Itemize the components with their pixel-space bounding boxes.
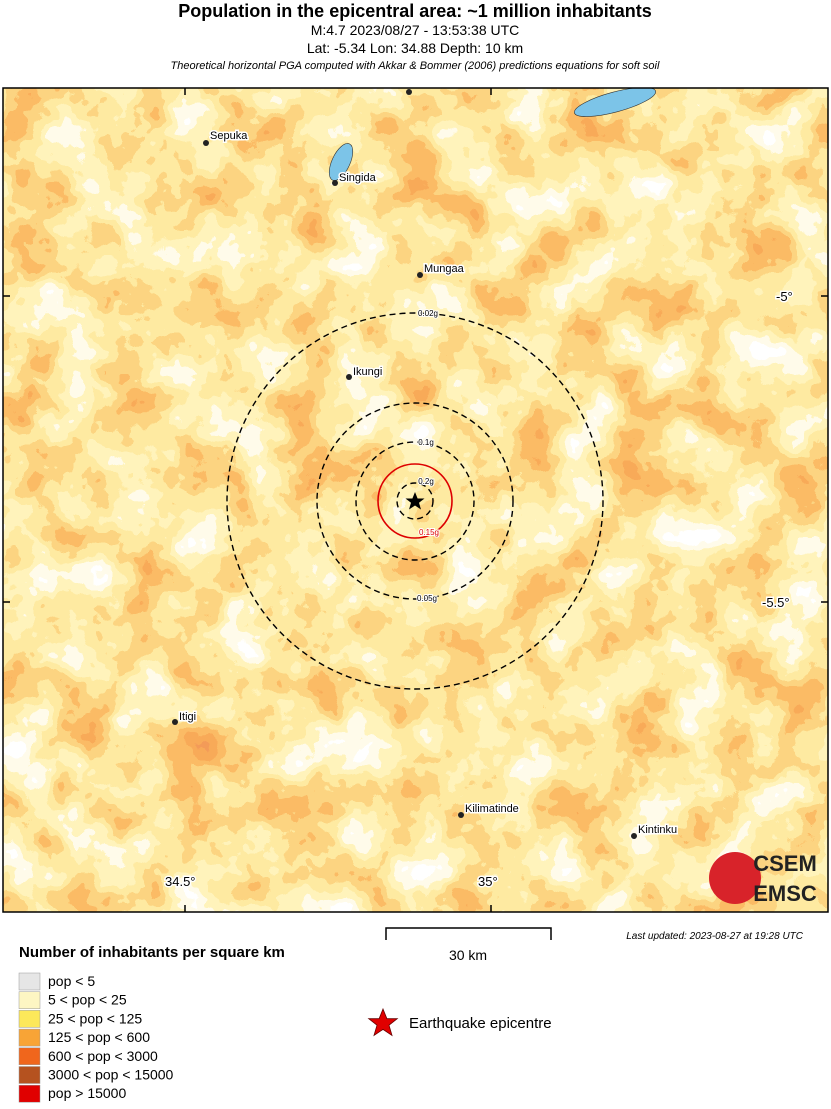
logo-text: EMSC bbox=[753, 881, 817, 906]
legend-label: 25 < pop < 125 bbox=[48, 1010, 142, 1026]
contour bbox=[355, 441, 475, 561]
legend-swatch bbox=[18, 991, 41, 1009]
note: Theoretical horizontal PGA computed with… bbox=[171, 60, 660, 72]
map-ticks bbox=[3, 88, 828, 912]
pga-label: 0.1g bbox=[418, 438, 434, 447]
place-label: Sepuka bbox=[210, 130, 248, 142]
contour bbox=[316, 402, 514, 600]
epicentre-label: Earthquake epicentre bbox=[409, 1015, 552, 1032]
contour bbox=[396, 482, 434, 520]
legend-label: pop > 15000 bbox=[48, 1085, 126, 1101]
contour bbox=[377, 463, 453, 539]
lake bbox=[574, 88, 656, 117]
last-updated: Last updated: 2023-08-27 at 19:28 UTC bbox=[626, 931, 804, 942]
legend-swatch bbox=[18, 1066, 41, 1084]
scale-label: 30 km bbox=[449, 947, 487, 963]
scale-bar bbox=[385, 927, 552, 940]
town bbox=[172, 719, 178, 725]
place-label: Mungaa bbox=[424, 263, 465, 275]
legend-swatch bbox=[18, 1084, 41, 1103]
pga-contours bbox=[226, 312, 604, 690]
pga-label: 0.05g bbox=[417, 594, 437, 603]
logo-globe bbox=[709, 852, 761, 904]
legend-label: 5 < pop < 25 bbox=[48, 992, 127, 1008]
towns bbox=[172, 89, 637, 839]
epicentre bbox=[405, 492, 425, 510]
lat-label: -5.5° bbox=[762, 595, 790, 610]
town bbox=[406, 89, 412, 95]
epicentre-symbol bbox=[367, 1007, 399, 1037]
legend: pop < 5 5 < pop < 25 25 < pop < 125 125 < p… bbox=[18, 972, 174, 1103]
place-label: Itigi bbox=[179, 711, 196, 723]
place-label: Kilimatinde bbox=[465, 803, 519, 815]
legend-label: 3000 < pop < 15000 bbox=[48, 1067, 174, 1083]
logo: CSEM EMSC bbox=[709, 851, 817, 906]
legend-label: 600 < pop < 3000 bbox=[48, 1048, 158, 1064]
lake bbox=[328, 143, 354, 181]
subtitle: Lat: -5.34 Lon: 34.88 Depth: 10 km bbox=[307, 40, 523, 56]
lon-label: 35° bbox=[478, 874, 498, 889]
legend-swatch bbox=[18, 1028, 41, 1047]
legend-swatch bbox=[18, 972, 41, 991]
legend-swatch bbox=[18, 1047, 41, 1066]
town bbox=[458, 812, 464, 818]
town bbox=[203, 140, 209, 146]
legend-title: Number of inhabitants per square km bbox=[19, 944, 285, 961]
town bbox=[631, 833, 637, 839]
town bbox=[417, 272, 423, 278]
legend-swatch bbox=[18, 1010, 41, 1028]
contour bbox=[226, 312, 604, 690]
pga-label: 0.15g bbox=[419, 528, 439, 537]
place-label: Ikungi bbox=[353, 366, 382, 378]
lon-label: 34.5° bbox=[165, 874, 196, 889]
legend-label: pop < 5 bbox=[48, 973, 95, 989]
place-label: Singida bbox=[339, 172, 377, 184]
map: 0.02g 0.05g 0.1g 0.15g 0.2g Sepuka Singi… bbox=[3, 88, 828, 912]
lat-label: -5° bbox=[776, 289, 793, 304]
pga-label: 0.02g bbox=[418, 309, 438, 318]
title: Population in the epicentral area: ~1 mi… bbox=[178, 1, 652, 21]
pga-label: 0.2g bbox=[418, 477, 434, 486]
map-frame bbox=[2, 87, 829, 913]
logo-text: CSEM bbox=[753, 851, 817, 876]
subtitle: M:4.7 2023/08/27 - 13:53:38 UTC bbox=[311, 22, 520, 38]
town bbox=[346, 374, 352, 380]
place-label: Kintinku bbox=[638, 824, 677, 836]
legend-label: 125 < pop < 600 bbox=[48, 1029, 150, 1045]
town bbox=[332, 180, 338, 186]
